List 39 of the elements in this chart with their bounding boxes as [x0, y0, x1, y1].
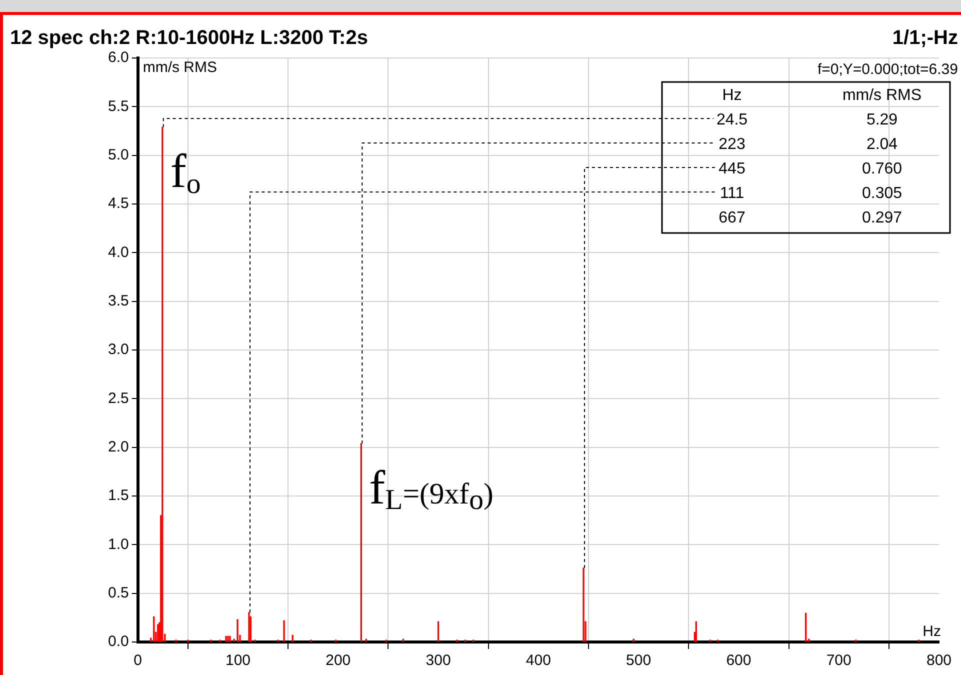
y-tick-label: 3.0 [108, 341, 129, 358]
y-tick-label: 5.0 [108, 146, 129, 164]
x-axis-title: Hz [922, 623, 941, 640]
annotation: 111 [720, 185, 744, 202]
annotation: Hz [722, 87, 742, 104]
y-tick-label: 4.0 [108, 244, 129, 261]
x-tick-label: 600 [726, 652, 752, 670]
y-tick-label: 0.5 [108, 584, 129, 602]
x-tick-label: 800 [926, 652, 952, 670]
annotation: 0.760 [862, 160, 902, 178]
annotation: 24.5 [716, 112, 748, 128]
y-tick-label: 4.5 [108, 195, 129, 212]
x-tick-label: 500 [626, 652, 652, 670]
y-tick-label: 3.5 [108, 292, 129, 310]
y-tick-label: 6.0 [108, 49, 129, 66]
annotation: 2.04 [866, 136, 898, 153]
y-tick-label: 2.0 [108, 438, 129, 456]
y-tick-label: 1.0 [108, 536, 129, 553]
annotation: 223 [718, 136, 746, 153]
annotation: 5.29 [866, 112, 898, 128]
annotation: 667 [718, 210, 746, 226]
annotation: f=0;Y=0.000;tot=6.39 [817, 61, 958, 78]
x-tick-label: 100 [225, 652, 251, 670]
chart-subtitle: 1/1;-Hz [892, 27, 958, 49]
annotation: 445 [718, 160, 746, 178]
annotation: mm/s RMS [842, 87, 922, 104]
y-tick-label: 2.5 [108, 390, 129, 407]
chart-title: 12 spec ch:2 R:10-1600Hz L:3200 T:2s [10, 27, 368, 49]
y-tick-label: 1.5 [108, 487, 129, 504]
x-tick-label: 700 [826, 652, 852, 670]
y-axis-title: mm/s RMS [142, 59, 218, 76]
x-tick-label: 400 [526, 652, 551, 670]
annotation: 0.297 [862, 210, 902, 226]
y-tick-label: 5.5 [108, 98, 129, 115]
y-tick-label: 0.0 [108, 633, 129, 650]
annotation: 0.305 [862, 185, 902, 202]
x-tick-label: 300 [426, 652, 451, 670]
x-tick-label: 200 [326, 652, 351, 670]
x-tick-label: 0 [134, 652, 142, 670]
